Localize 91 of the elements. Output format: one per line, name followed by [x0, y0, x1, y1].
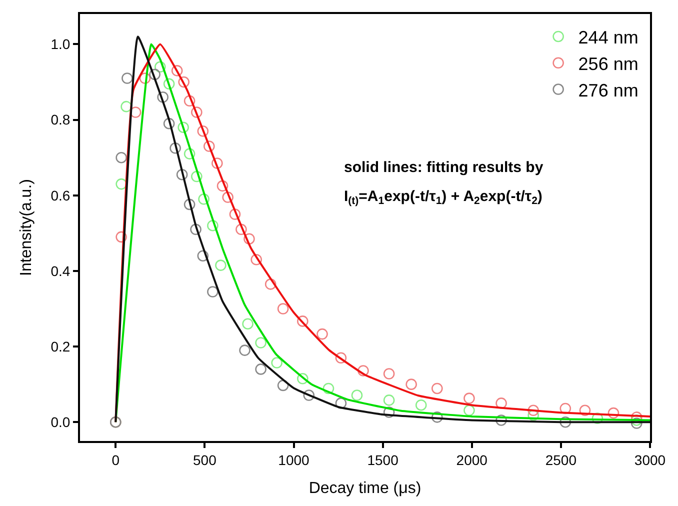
x-tick-label: 2500 — [545, 452, 577, 468]
point — [215, 260, 226, 271]
x-tick-label: 3000 — [634, 452, 666, 468]
point — [322, 382, 334, 394]
legend-label: 276 nm — [578, 80, 638, 100]
point — [303, 390, 315, 401]
point — [229, 208, 241, 220]
point — [116, 152, 127, 164]
point — [120, 100, 132, 112]
point — [244, 233, 255, 244]
point — [528, 410, 539, 421]
y-tick-label: 0.8 — [50, 112, 70, 128]
point — [176, 168, 188, 180]
point — [184, 95, 196, 107]
point — [297, 316, 308, 327]
x-tick-label: 1000 — [278, 452, 310, 468]
point — [316, 328, 328, 340]
point — [154, 61, 166, 73]
y-tick-label: 1.0 — [50, 36, 70, 52]
point — [335, 352, 347, 364]
point — [116, 231, 127, 243]
point — [383, 368, 395, 380]
point — [297, 373, 308, 384]
point — [207, 220, 218, 232]
x-tick-label: 2000 — [456, 452, 488, 468]
legend-label: 244 nm — [578, 27, 638, 48]
point — [178, 76, 190, 88]
x-tick-label: 1500 — [367, 452, 399, 468]
point — [239, 344, 250, 356]
legend-label: 256 nm — [578, 54, 638, 74]
point — [222, 192, 234, 203]
point — [560, 416, 572, 428]
point — [579, 404, 591, 416]
point — [464, 392, 475, 404]
point — [608, 407, 620, 419]
point — [415, 399, 427, 411]
point — [130, 106, 142, 118]
point — [406, 378, 417, 390]
point — [191, 106, 202, 118]
point — [255, 337, 266, 348]
point — [383, 406, 395, 418]
point — [203, 140, 215, 152]
point — [190, 224, 202, 236]
y-tick-label: 0.6 — [50, 187, 70, 204]
point — [207, 286, 218, 298]
point — [157, 91, 168, 103]
point — [184, 198, 196, 210]
point — [255, 364, 266, 375]
point — [198, 194, 210, 205]
point — [163, 118, 175, 130]
point — [335, 398, 347, 409]
point — [351, 390, 363, 401]
y-tick-label: 0.2 — [50, 338, 70, 354]
point — [178, 122, 189, 134]
point — [197, 125, 209, 137]
text: I$_{(t)}$=A$_{1}$exp(-t/τ$_{1}$) + A$_{2}$exp(-t/τ$_{2}$) — [344, 188, 542, 208]
point — [122, 72, 133, 84]
point — [496, 398, 507, 409]
point — [496, 414, 507, 426]
point — [250, 254, 262, 266]
y-tick-label: 0.4 — [50, 262, 70, 279]
point — [630, 418, 642, 429]
point — [242, 318, 254, 330]
x-axis-title: Decay time (μs) — [308, 480, 422, 497]
point — [212, 158, 223, 169]
point — [184, 148, 196, 160]
point — [116, 178, 127, 190]
point — [197, 250, 209, 262]
point — [431, 382, 443, 394]
point — [163, 78, 175, 90]
x-tick-label: 0 — [112, 452, 120, 468]
y-tick-label: 0.0 — [50, 414, 70, 430]
point — [236, 224, 247, 236]
point — [271, 357, 282, 368]
point — [277, 380, 289, 392]
point — [277, 303, 289, 314]
point — [528, 404, 539, 416]
point — [464, 404, 475, 416]
point — [170, 142, 181, 154]
point — [139, 72, 151, 84]
annotation: solid lines: fitting results by — [344, 159, 544, 176]
point — [358, 365, 369, 376]
point — [149, 68, 160, 80]
y-axis-title: Intensity(a.u.) — [18, 179, 36, 276]
x-tick-label: 500 — [193, 452, 217, 468]
point — [171, 65, 183, 76]
point — [191, 170, 202, 182]
point — [383, 394, 395, 406]
point — [216, 180, 228, 192]
point — [264, 278, 276, 290]
point — [431, 412, 443, 423]
